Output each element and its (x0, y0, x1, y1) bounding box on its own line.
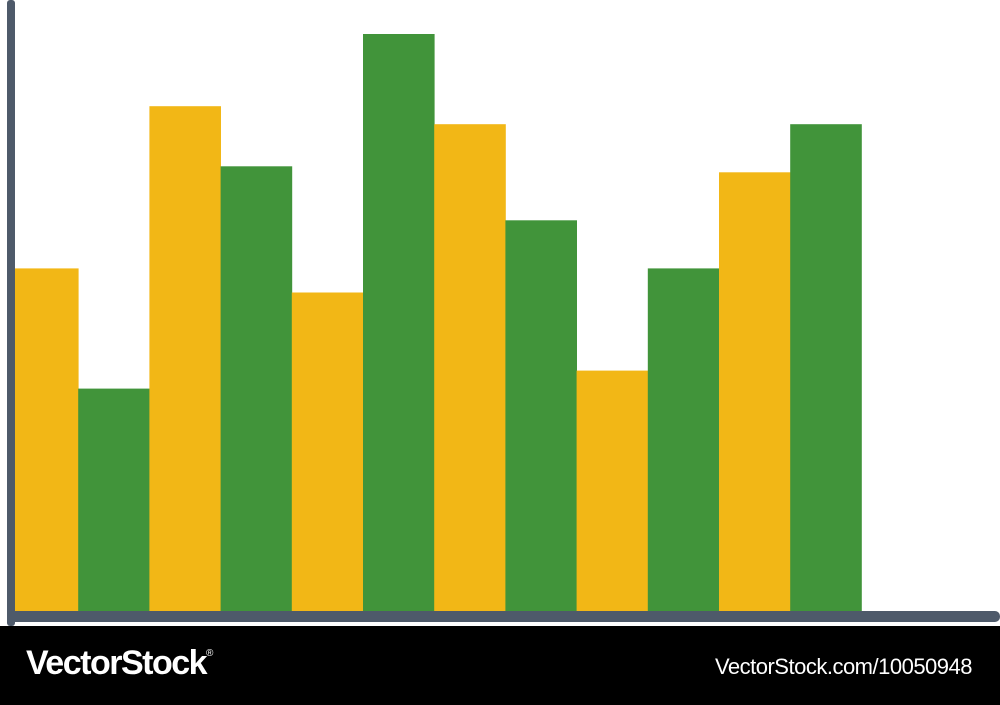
bar-chart (7, 0, 1000, 626)
image-id-text: VectorStock.com/10050948 (714, 654, 973, 679)
bar-6 (363, 34, 435, 611)
bars-group (7, 34, 862, 612)
bar-2 (78, 388, 150, 611)
brand-text: VectorStock (26, 644, 208, 682)
y-axis-line (7, 0, 15, 626)
bar-9 (576, 370, 649, 611)
bar-11 (719, 172, 791, 612)
vectorstock-logo: VectorStock® (26, 644, 213, 683)
watermark-footer: VectorStock® VectorStock.com/10050948 (0, 626, 1000, 705)
bar-12 (790, 124, 862, 611)
bar-10 (647, 268, 720, 611)
bar-8 (505, 220, 577, 612)
bar-4 (220, 166, 293, 612)
bar-5 (291, 292, 364, 611)
bar-1 (7, 268, 79, 611)
registered-mark: ® (206, 648, 214, 659)
bar-7 (434, 124, 506, 611)
x-axis-line (7, 611, 1000, 622)
bar-3 (149, 106, 221, 611)
